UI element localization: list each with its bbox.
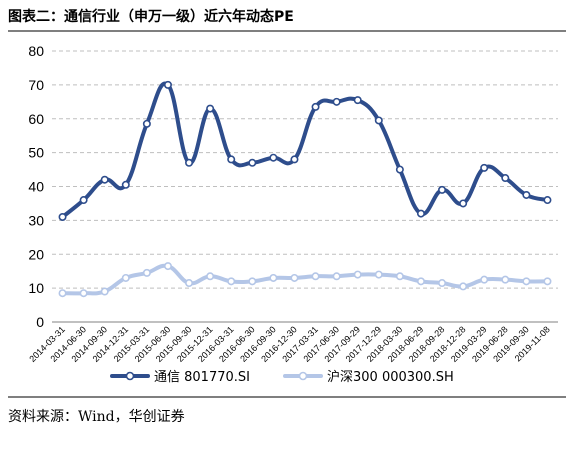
series-0-point — [332, 97, 341, 106]
series-1-point — [438, 279, 447, 288]
series-0-point — [416, 209, 425, 218]
series-1-point — [290, 273, 299, 282]
series-1-point — [248, 277, 257, 286]
line-chart: 010203040506070802014-03-312014-06-30201… — [27, 43, 558, 385]
series-0-point — [395, 165, 404, 174]
series-0-point — [58, 212, 67, 221]
legend-label-1: 沪深300 000300.SH — [327, 369, 454, 385]
y-tick-label: 50 — [28, 145, 44, 161]
series-1-point — [269, 273, 278, 282]
series-1-point — [206, 272, 215, 281]
series-0-point — [121, 180, 130, 189]
series-1-point — [353, 270, 362, 279]
series-0-point — [163, 80, 172, 89]
series-0-point — [353, 96, 362, 105]
series-0-point — [290, 155, 299, 164]
series-line-1 — [60, 263, 550, 296]
series-1-point — [459, 282, 468, 291]
y-tick-label: 70 — [28, 77, 44, 93]
series-0-point — [459, 199, 468, 208]
series-1-point — [480, 275, 489, 284]
y-tick-label: 20 — [28, 246, 44, 262]
series-0-point — [522, 190, 531, 199]
y-tick-label: 80 — [28, 43, 44, 59]
chart-title: 图表二：通信行业（申万一级）近六年动态PE — [8, 9, 294, 25]
series-1-point — [100, 287, 109, 296]
series-1-point — [79, 289, 88, 298]
series-0-point — [227, 155, 236, 164]
y-tick-label: 60 — [28, 111, 44, 127]
series-0-point — [269, 153, 278, 162]
legend-label-0: 通信 801770.SI — [154, 370, 250, 385]
legend-marker-1 — [298, 371, 308, 381]
series-0-point — [185, 158, 194, 167]
source-note: 资料来源：Wind，华创证券 — [8, 409, 185, 425]
y-tick-label: 10 — [28, 280, 44, 296]
series-1-point — [543, 277, 552, 286]
series-0-point — [79, 196, 88, 205]
series-1-point — [227, 277, 236, 286]
series-0-point — [311, 102, 320, 111]
y-tick-label: 30 — [28, 212, 44, 228]
series-1-point — [58, 289, 67, 298]
series-0-point — [543, 196, 552, 205]
series-1-point — [185, 279, 194, 288]
series-0-point — [374, 116, 383, 125]
series-1-point — [416, 277, 425, 286]
series-0-point — [480, 163, 489, 172]
series-0-point — [142, 119, 151, 128]
series-1-point — [332, 272, 341, 281]
series-0-point — [248, 158, 257, 167]
series-1-point — [121, 273, 130, 282]
y-tick-label: 0 — [36, 314, 44, 330]
y-tick-label: 40 — [28, 179, 44, 195]
top-divider — [8, 30, 566, 32]
series-0-point — [206, 104, 215, 113]
series-1-point — [163, 262, 172, 271]
series-0-point — [100, 175, 109, 184]
series-0-point — [501, 174, 510, 183]
series-line-0 — [60, 81, 550, 219]
series-1-point — [311, 272, 320, 281]
bottom-divider — [8, 396, 566, 398]
series-1-point — [142, 268, 151, 277]
series-1-point — [395, 272, 404, 281]
series-1-point — [522, 277, 531, 286]
series-1-point — [501, 275, 510, 284]
series-1-point — [374, 270, 383, 279]
legend-marker-0 — [125, 371, 135, 381]
series-0-point — [438, 185, 447, 194]
